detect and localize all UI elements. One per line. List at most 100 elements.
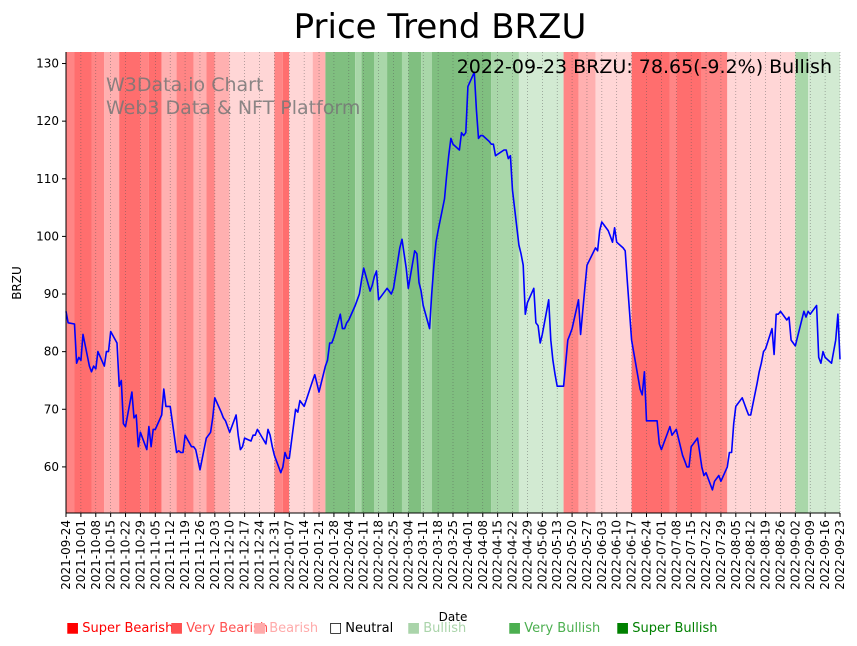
- legend-label: Neutral: [345, 621, 394, 636]
- x-tick-label: 2022-01-28: [327, 520, 341, 590]
- sentiment-band: [701, 52, 728, 513]
- chart-title: Price Trend BRZU: [294, 7, 587, 47]
- sentiment-band: [312, 52, 326, 513]
- legend-label: Very Bearish: [186, 621, 269, 636]
- sentiment-band: [104, 52, 120, 513]
- sentiment-band: [401, 52, 409, 513]
- x-tick-label: 2021-11-19: [178, 520, 192, 590]
- sentiment-band: [148, 52, 162, 513]
- sentiment-band: [595, 52, 632, 513]
- sentiment-band: [229, 52, 275, 513]
- sentiment-band: [74, 52, 92, 513]
- x-tick-label: 2022-05-13: [550, 520, 564, 590]
- x-tick-label: 2022-08-19: [759, 520, 773, 590]
- x-tick-label: 2021-12-03: [208, 520, 222, 590]
- legend-label: Bearish: [269, 621, 319, 636]
- sentiment-band: [808, 52, 840, 513]
- sentiment-band: [431, 52, 492, 513]
- x-tick-label: 2021-10-22: [119, 520, 133, 590]
- x-tick-label: 2022-06-03: [595, 520, 609, 590]
- legend-label: Super Bullish: [632, 621, 718, 636]
- x-tick-label: 2022-06-10: [610, 520, 624, 590]
- x-tick-label: 2021-10-15: [104, 520, 118, 590]
- y-axis-ticks: 60 70 80 90 100 110 120 130: [36, 57, 66, 474]
- x-tick-label: 2022-09-02: [788, 520, 802, 590]
- x-axis-label: Date: [439, 610, 468, 624]
- x-tick-label: 2022-03-11: [416, 520, 430, 590]
- y-tick-label: 80: [44, 345, 59, 359]
- y-tick-label: 70: [44, 402, 59, 416]
- sentiment-band: [289, 52, 313, 513]
- x-tick-label: 2022-07-29: [714, 520, 728, 590]
- x-tick-label: 2022-09-23: [833, 520, 847, 590]
- x-tick-label: 2022-07-08: [669, 520, 683, 590]
- x-tick-label: 2022-01-07: [282, 520, 296, 590]
- x-tick-label: 2021-10-29: [133, 520, 147, 590]
- x-tick-label: 2022-06-24: [640, 520, 654, 590]
- watermark-line-1: W3Data.io Chart: [106, 74, 263, 96]
- latest-price-annotation: 2022-09-23 BRZU: 78.65(-9.2%) Bullish: [457, 56, 832, 78]
- x-tick-label: 2022-08-26: [773, 520, 787, 590]
- x-tick-label: 2021-09-24: [59, 520, 73, 590]
- sentiment-band: [374, 52, 388, 513]
- sentiment-band: [274, 52, 283, 513]
- sentiment-band: [631, 52, 670, 513]
- sentiment-band: [563, 52, 579, 513]
- x-tick-label: 2022-08-05: [729, 520, 743, 590]
- legend-swatch-icon: ■: [66, 620, 80, 636]
- legend-swatch-icon: □: [329, 620, 343, 636]
- sentiment-legend: ■ Super Bearish ■ Very Bearish ■ Bearish □ N…: [66, 620, 856, 640]
- sentiment-band: [206, 52, 215, 513]
- sentiment-band: [282, 52, 290, 513]
- x-tick-label: 2022-04-22: [506, 520, 520, 590]
- legend-item-bullish: ■ Bullish: [407, 620, 466, 636]
- price-series-line: [65, 71, 841, 491]
- sentiment-band: [408, 52, 422, 513]
- x-tick-label: 2022-06-17: [625, 520, 639, 590]
- x-tick-label: 2022-05-20: [565, 520, 579, 590]
- x-tick-label: 2022-03-18: [431, 520, 445, 590]
- sentiment-band: [214, 52, 230, 513]
- x-tick-label: 2022-02-04: [342, 520, 356, 590]
- x-tick-label: 2021-12-17: [238, 520, 252, 590]
- x-axis-ticks: 2021-09-24 2021-10-01 2021-10-08 2021-10-15…: [59, 513, 847, 590]
- x-tick-label: 2022-02-25: [386, 520, 400, 590]
- x-tick-label: 2022-05-06: [535, 520, 549, 590]
- watermark-line-2: Web3 Data & NFT Platform: [106, 97, 360, 119]
- x-tick-label: 2022-05-27: [580, 520, 594, 590]
- x-tick-label: 2021-12-31: [267, 520, 281, 590]
- y-tick-label: 120: [36, 114, 59, 128]
- sentiment-band: [795, 52, 809, 513]
- y-tick-label: 60: [44, 460, 59, 474]
- legend-swatch-icon: ■: [407, 620, 421, 636]
- x-tick-label: 2022-01-14: [297, 520, 311, 590]
- sentiment-band: [325, 52, 356, 513]
- legend-swatch-icon: ■: [170, 620, 184, 636]
- x-tick-label: 2021-11-26: [193, 520, 207, 590]
- legend-swatch-icon: ■: [616, 620, 630, 636]
- y-tick-label: 130: [36, 57, 59, 71]
- legend-label: Super Bearish: [82, 621, 174, 636]
- sentiment-band: [161, 52, 177, 513]
- x-tick-label: 2022-07-01: [654, 520, 668, 590]
- sentiment-band: [518, 52, 564, 513]
- legend-item-bearish: ■ Bearish: [253, 620, 318, 636]
- legend-item-very-bullish: ■ Very Bullish: [508, 620, 600, 636]
- legend-item-super-bullish: ■ Super Bullish: [616, 620, 717, 636]
- x-tick-label: 2022-03-25: [446, 520, 460, 590]
- sentiment-band: [676, 52, 702, 513]
- x-tick-label: 2022-02-18: [372, 520, 386, 590]
- sentiment-band: [176, 52, 194, 513]
- x-tick-label: 2022-09-16: [818, 520, 832, 590]
- x-tick-label: 2022-04-08: [476, 520, 490, 590]
- sentiment-band: [140, 52, 149, 513]
- y-tick-label: 100: [36, 229, 59, 243]
- x-tick-label: 2022-08-12: [744, 520, 758, 590]
- watermark: W3Data.io Chart Web3 Data & NFT Platform: [106, 74, 360, 119]
- sentiment-bands: [66, 52, 840, 513]
- x-tick-label: 2021-10-01: [74, 520, 88, 590]
- x-tick-label: 2021-11-05: [148, 520, 162, 590]
- legend-label: Very Bullish: [524, 621, 601, 636]
- y-tick-label: 110: [36, 172, 59, 186]
